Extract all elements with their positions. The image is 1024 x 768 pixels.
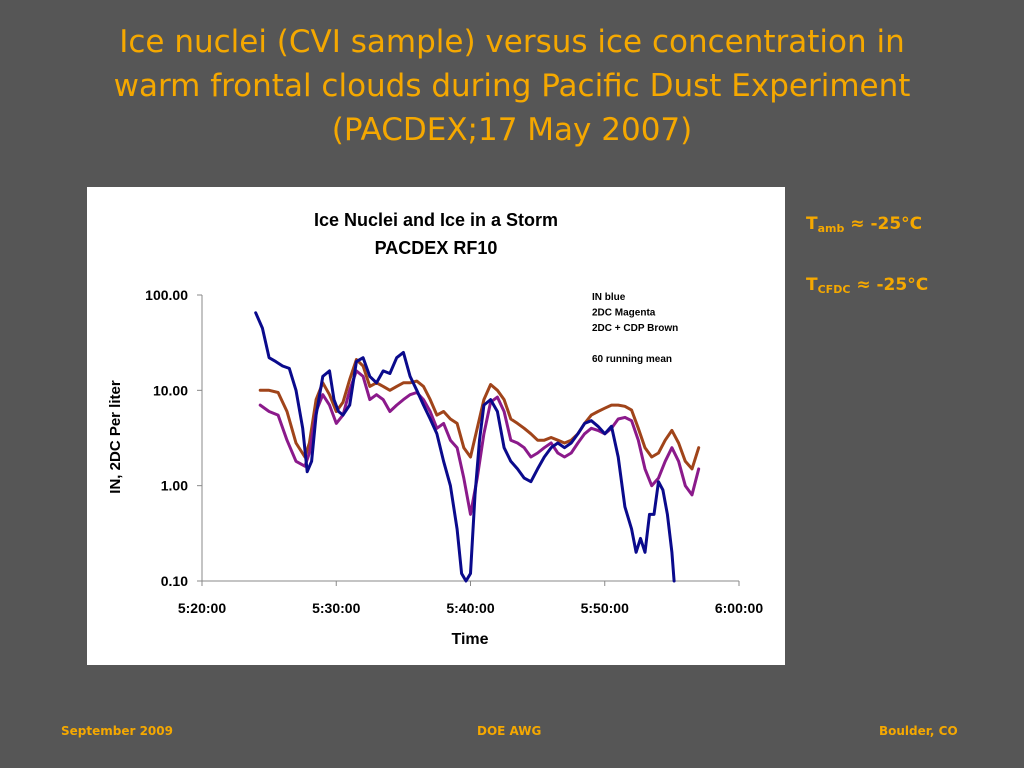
footer-date: September 2009 (61, 724, 173, 738)
y-axis-label: IN, 2DC Per liter (107, 380, 124, 494)
chart-title-line-2: PACDEX RF10 (375, 238, 498, 258)
ambient-temperature-symbol: T (806, 214, 818, 234)
x-tick-label: 5:40:00 (446, 600, 494, 616)
cfdc-temperature-subscript: CFDC (817, 283, 851, 296)
legend-note: IN blue (592, 292, 626, 303)
footer-event: DOE AWG (477, 724, 542, 738)
x-tick-label: 5:50:00 (581, 600, 629, 616)
cfdc-temperature-note: TCFDC ≈ -25°C (806, 275, 928, 296)
series-line-2dc-cdp (258, 358, 701, 471)
legend-notes: IN blue 2DC Magenta 2DC + CDP Brown 60 runn… (592, 292, 678, 365)
y-tick-label: 1.00 (161, 478, 188, 494)
chart-svg: Ice Nuclei and Ice in a Storm PACDEX RF1… (107, 210, 763, 648)
y-tick-label: 10.00 (153, 382, 188, 398)
cfdc-temperature-symbol: T (806, 275, 818, 295)
slide-title: Ice nuclei (CVI sample) versus ice conce… (40, 20, 984, 152)
series-line-2dc (258, 369, 701, 516)
ambient-temperature-note: Tamb ≈ -25°C (806, 214, 922, 235)
y-tick-label: 100.00 (145, 287, 188, 303)
x-axis-label: Time (451, 631, 488, 648)
x-tick-label: 5:20:00 (178, 600, 226, 616)
y-tick-label: 0.10 (161, 573, 188, 589)
ambient-temperature-value: ≈ -25°C (844, 214, 923, 234)
x-tick-label: 5:30:00 (312, 600, 360, 616)
legend-note: 60 running mean (592, 354, 672, 365)
slide-title-line-2: warm frontal clouds during Pacific Dust … (113, 68, 911, 104)
chart-panel: Ice Nuclei and Ice in a Storm PACDEX RF1… (87, 187, 785, 665)
ambient-temperature-subscript: amb (817, 222, 845, 235)
chart-title-line-1: Ice Nuclei and Ice in a Storm (314, 210, 558, 230)
cfdc-temperature-value: ≈ -25°C (850, 275, 929, 295)
slide-title-line-1: Ice nuclei (CVI sample) versus ice conce… (119, 24, 905, 60)
legend-note: 2DC Magenta (592, 308, 656, 319)
footer-location: Boulder, CO (879, 724, 958, 738)
series-line-in (254, 311, 676, 583)
x-tick-label: 6:00:00 (715, 600, 763, 616)
slide-title-line-3: (PACDEX;17 May 2007) (331, 112, 693, 148)
axes: 100.00 10.00 1.00 0.10 5:20:00 5:30:00 5:40:00… (145, 287, 763, 616)
series-layer (254, 311, 701, 583)
legend-note: 2DC + CDP Brown (592, 323, 678, 334)
